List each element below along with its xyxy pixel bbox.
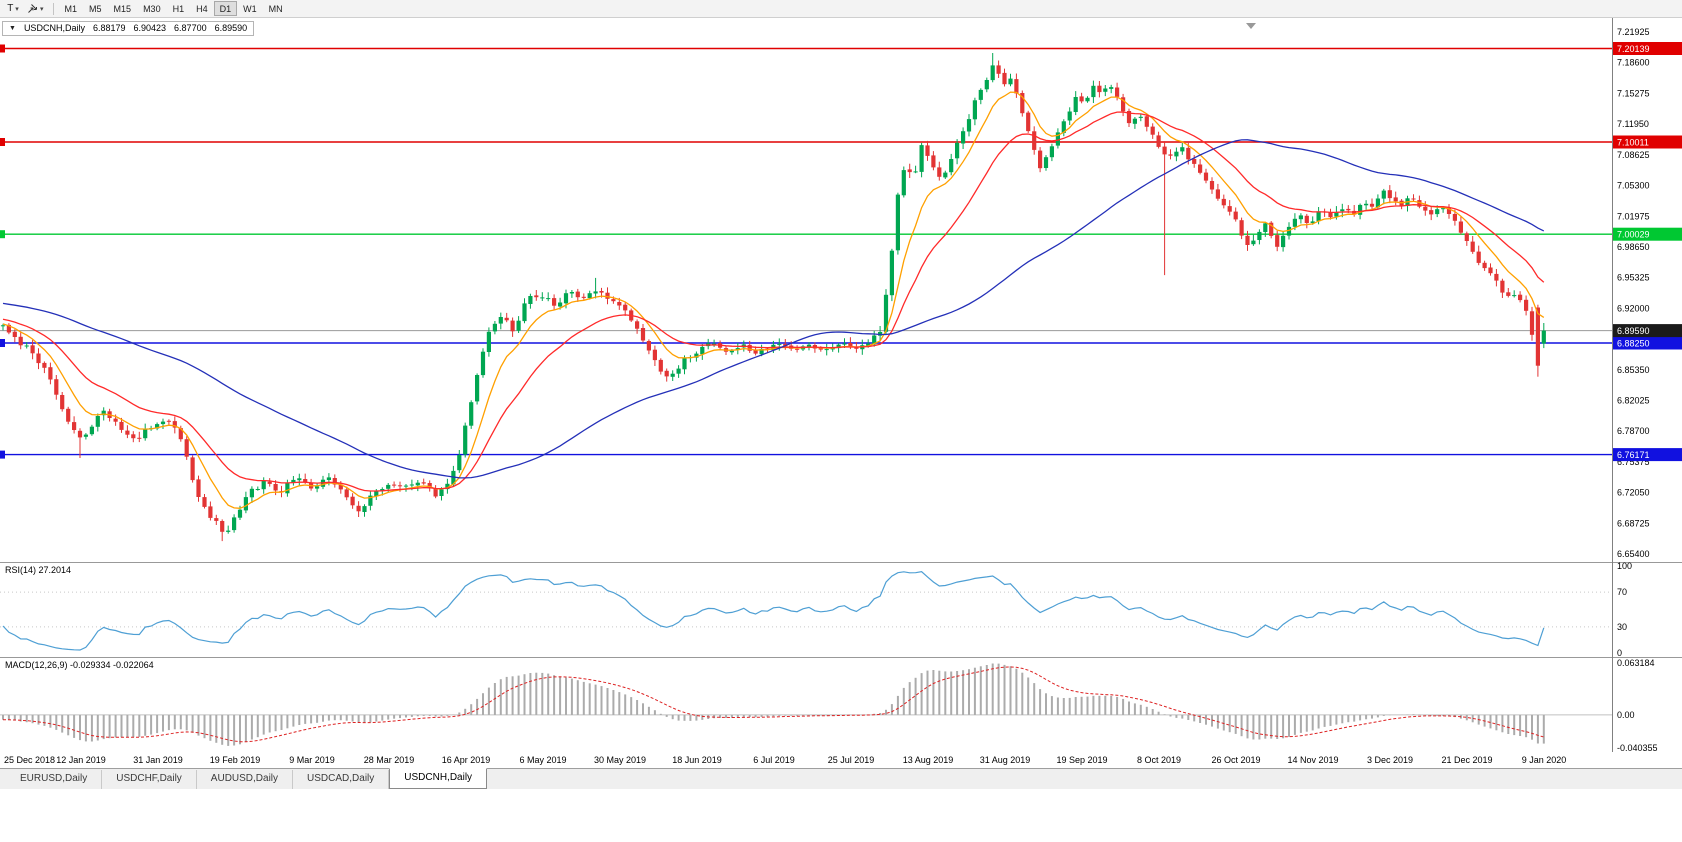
svg-text:6.76171: 6.76171 — [1617, 450, 1650, 460]
tf-button-2[interactable]: M15 — [108, 1, 138, 16]
svg-text:7.01975: 7.01975 — [1617, 211, 1650, 221]
bottom-tab-1[interactable]: USDCHF,Daily — [102, 770, 197, 789]
svg-text:6.75375: 6.75375 — [1617, 457, 1650, 467]
svg-text:7.21925: 7.21925 — [1617, 27, 1650, 37]
bottom-tab-3[interactable]: USDCAD,Daily — [293, 770, 390, 789]
tf-button-7[interactable]: W1 — [237, 1, 263, 16]
svg-text:0.063184: 0.063184 — [1617, 658, 1655, 668]
cursor-tool-label: T — [7, 3, 14, 14]
symbol-label: USDCNH,Daily — [23, 23, 85, 33]
svg-text:100: 100 — [1617, 562, 1632, 571]
date-label: 28 Mar 2019 — [363, 755, 415, 765]
shapes-tool-button[interactable]: ▾ — [23, 1, 48, 16]
date-label: 8 Oct 2019 — [1136, 755, 1182, 765]
toolbar-separator — [52, 2, 54, 15]
date-label: 16 Apr 2019 — [441, 755, 491, 765]
macd-indicator-label: MACD(12,26,9) -0.029334 -0.022064 — [5, 660, 154, 670]
date-label: 31 Jan 2019 — [133, 755, 183, 765]
macd-svg[interactable]: 0.063184 0.00 -0.040355 — [0, 657, 1682, 752]
symbol-ohlc-bar: ▼ USDCNH,Daily 6.88179 6.90423 6.87700 6… — [2, 21, 255, 36]
chart-shift-marker — [1246, 23, 1256, 29]
open-value: 6.88179 — [92, 23, 126, 33]
tf-button-8[interactable]: MN — [263, 1, 289, 16]
time-axis[interactable]: 25 Dec 2018 12 Jan 2019 31 Jan 2019 19 Feb … — [0, 752, 1612, 768]
tf-button-1[interactable]: M5 — [83, 1, 108, 16]
tf-button-3[interactable]: M30 — [137, 1, 167, 16]
date-label: 6 Jul 2019 — [753, 755, 795, 765]
svg-text:30: 30 — [1617, 622, 1627, 632]
main-chart-panel[interactable]: 7.21925 7.18600 7.15275 7.11950 7.08625 7.053… — [0, 18, 1682, 562]
svg-text:0: 0 — [1617, 648, 1622, 657]
svg-text:7.11950: 7.11950 — [1617, 119, 1649, 129]
svg-text:7.05300: 7.05300 — [1617, 181, 1650, 191]
date-label: 25 Jul 2019 — [827, 755, 875, 765]
date-label: 21 Dec 2019 — [1441, 755, 1493, 765]
svg-text:7.00029: 7.00029 — [1617, 230, 1650, 240]
svg-text:6.92000: 6.92000 — [1617, 303, 1650, 313]
caret-down-icon: ▾ — [40, 5, 44, 13]
bottom-tab-0[interactable]: EURUSD,Daily — [6, 770, 103, 789]
date-label: 13 Aug 2019 — [902, 755, 954, 765]
date-label: 6 May 2019 — [519, 755, 567, 765]
close-value: 6.89590 — [214, 23, 248, 33]
tf-button-0[interactable]: M1 — [59, 1, 84, 16]
svg-text:6.89590: 6.89590 — [1617, 326, 1650, 336]
svg-text:6.88250: 6.88250 — [1617, 339, 1650, 349]
date-label: 19 Feb 2019 — [209, 755, 261, 765]
high-value: 6.90423 — [133, 23, 167, 33]
date-label: 26 Oct 2019 — [1211, 755, 1261, 765]
svg-text:6.68725: 6.68725 — [1617, 518, 1650, 528]
date-label: 14 Nov 2019 — [1287, 755, 1339, 765]
svg-text:6.65400: 6.65400 — [1617, 549, 1650, 559]
svg-text:6.78700: 6.78700 — [1617, 426, 1650, 436]
svg-text:6.82025: 6.82025 — [1617, 396, 1650, 406]
toolbar: T ▾ ▾ M1 M5 M15 M30 H1 H4 D1 W1 MN — [0, 0, 1682, 18]
date-label: 3 Dec 2019 — [1366, 755, 1414, 765]
rsi-indicator-label: RSI(14) 27.2014 — [5, 565, 72, 575]
tf-button-6[interactable]: D1 — [213, 1, 238, 16]
rsi-svg[interactable]: 100 70 30 0 — [0, 562, 1682, 657]
svg-text:6.98650: 6.98650 — [1617, 242, 1650, 252]
rsi-panel[interactable]: 100 70 30 0 — [0, 562, 1682, 657]
chart-tabbar: EURUSD,Daily USDCHF,Daily AUDUSD,Daily U… — [0, 768, 1682, 789]
tf-button-4[interactable]: H1 — [167, 1, 191, 16]
svg-text:6.95325: 6.95325 — [1617, 273, 1650, 283]
bottom-tab-2[interactable]: AUDUSD,Daily — [197, 770, 294, 789]
svg-text:6.72050: 6.72050 — [1617, 488, 1650, 498]
shapes-icon — [28, 4, 37, 13]
cursor-tool-button[interactable]: T ▾ — [3, 1, 23, 16]
svg-text:7.20139: 7.20139 — [1617, 44, 1650, 54]
low-value: 6.87700 — [174, 23, 207, 33]
svg-text:7.18600: 7.18600 — [1617, 58, 1650, 68]
svg-text:-0.040355: -0.040355 — [1617, 743, 1658, 752]
svg-text:6.85350: 6.85350 — [1617, 365, 1650, 375]
collapse-chart-icon[interactable]: ▼ — [9, 25, 16, 32]
svg-text:7.08625: 7.08625 — [1617, 150, 1650, 160]
date-label: 9 Jan 2020 — [1521, 755, 1567, 765]
date-label: 12 Jan 2019 — [56, 755, 106, 765]
date-label: 9 Mar 2019 — [289, 755, 335, 765]
macd-panel[interactable]: 0.063184 0.00 -0.040355 — [0, 657, 1682, 752]
bottom-tab-4[interactable]: USDCNH,Daily — [389, 768, 488, 789]
svg-text:0.00: 0.00 — [1617, 710, 1635, 720]
date-label: 18 Jun 2019 — [672, 755, 722, 765]
date-label: 30 May 2019 — [593, 755, 647, 765]
date-label: 25 Dec 2018 — [4, 755, 56, 765]
tf-button-5[interactable]: H4 — [190, 1, 214, 16]
date-label: 31 Aug 2019 — [979, 755, 1031, 765]
svg-text:7.10011: 7.10011 — [1617, 138, 1649, 148]
date-label: 19 Sep 2019 — [1056, 755, 1108, 765]
svg-text:70: 70 — [1617, 587, 1627, 597]
price-chart-svg[interactable]: 7.21925 7.18600 7.15275 7.11950 7.08625 7.053… — [0, 18, 1682, 562]
caret-down-icon: ▾ — [15, 5, 19, 13]
svg-text:7.15275: 7.15275 — [1617, 88, 1650, 98]
